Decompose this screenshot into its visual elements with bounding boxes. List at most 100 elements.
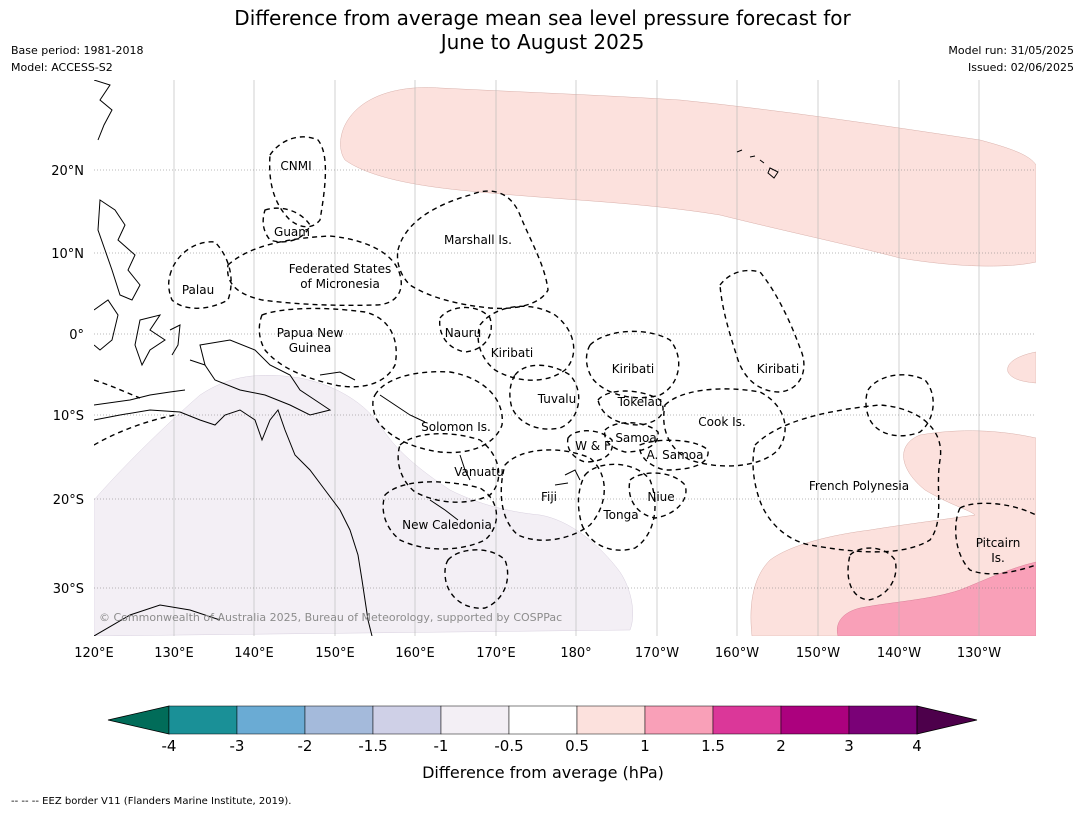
eez-tuvalu — [509, 364, 580, 430]
colorbar-tick-label: -2 — [298, 737, 313, 755]
issued-date: Issued: 02/06/2025 — [967, 61, 1074, 74]
eez-footnote: -- -- -- EEZ border V11 (Flanders Marine… — [11, 796, 292, 807]
lon-label: 150°W — [796, 646, 840, 661]
lon-label: 140°W — [877, 646, 921, 661]
coast-fiji — [554, 469, 581, 486]
coast-philippines — [97, 199, 141, 301]
eez-french-polynesia-austral — [847, 547, 897, 601]
colorbar-tick-label: -1 — [434, 737, 449, 755]
run-info: Model run: 31/05/2025 Issued: 02/06/2025 — [948, 42, 1074, 76]
copyright-notice: © Commonwealth of Australia 2025, Bureau… — [99, 611, 562, 624]
label-guam: Guam — [274, 225, 310, 239]
lat-label: 10°S — [53, 409, 84, 424]
label-cook-is: Cook Is. — [698, 415, 745, 429]
lon-label: 130°W — [957, 646, 1001, 661]
eez-cook — [663, 388, 786, 467]
colorbar-bin — [236, 705, 306, 735]
eez-tonga — [577, 463, 656, 551]
colorbar-bin — [576, 705, 646, 735]
lon-label: 140°E — [234, 646, 274, 661]
eez-french-polynesia — [752, 404, 942, 553]
figure-title-line1: Difference from average mean sea level p… — [234, 6, 851, 30]
colorbar-bin — [508, 705, 578, 735]
lon-label: 180° — [560, 646, 591, 661]
label-american-samoa: A. Samoa — [647, 448, 704, 462]
coast-lesser-sunda — [94, 389, 186, 406]
eez-marshall — [396, 190, 549, 310]
colorbar-tick-label: -4 — [162, 737, 177, 755]
colorbar-bin — [440, 705, 510, 735]
lat-label: 10°N — [51, 247, 84, 262]
colorbar-tick-label: -1.5 — [358, 737, 387, 755]
coast-solomons — [379, 394, 426, 423]
label-kiribati-gilbert: Kiribati — [491, 346, 533, 360]
colorbar-tick-label: 4 — [912, 737, 922, 755]
label-niue: Niue — [647, 490, 674, 504]
eez-kiribati-phoenix — [585, 330, 680, 399]
label-palau: Palau — [182, 283, 214, 297]
colorbar-bin — [372, 705, 442, 735]
eez-wallis-futuna — [566, 430, 614, 463]
coast-new-caledonia — [429, 499, 459, 521]
colorbar-bin — [168, 705, 238, 735]
label-wallis-futuna: W & F — [575, 439, 611, 453]
label-tonga: Tonga — [602, 508, 638, 522]
eez-cnmi — [268, 136, 327, 228]
strong-positive-anomaly — [837, 561, 1036, 636]
lat-label: 0° — [69, 328, 84, 343]
label-solomon-is: Solomon Is. — [421, 420, 491, 434]
colorbar-tick-label: 0.5 — [565, 737, 589, 755]
model-run-date: Model run: 31/05/2025 — [948, 44, 1074, 57]
eez-guam — [262, 207, 311, 243]
label-vanuatu: Vanuatu — [454, 465, 504, 479]
label-pitcairn-line1: Pitcairn — [976, 536, 1021, 550]
coast-new-britain — [319, 371, 356, 381]
colorbar-extend-low — [107, 705, 170, 735]
map-area — [94, 80, 1036, 636]
eez-new-caledonia — [382, 481, 498, 550]
label-new-caledonia: New Caledonia — [402, 518, 492, 532]
label-kiribati-phoenix: Kiribati — [612, 362, 654, 376]
positive-anomaly-south-east — [750, 430, 1036, 636]
lon-label: 170°W — [635, 646, 679, 661]
eez-samoa — [603, 422, 659, 453]
lat-label: 20°N — [51, 164, 84, 179]
eez-fsm — [226, 235, 402, 307]
figure-title: Difference from average mean sea level p… — [0, 6, 1085, 54]
colorbar-bin — [848, 705, 918, 735]
eez-west-edge — [94, 379, 176, 446]
coast-australia — [94, 408, 373, 636]
negative-anomaly-australia — [94, 375, 633, 636]
region-labels: CNMI Guam Marshall Is. Palau Federated S… — [182, 159, 1020, 565]
colorbar-bin — [304, 705, 374, 735]
lon-label: 160°E — [395, 646, 435, 661]
label-png-line1: Papua New — [277, 326, 344, 340]
eez-american-samoa — [639, 439, 709, 471]
coast-new-guinea — [199, 339, 332, 416]
colorbar: -4 -3 -2 -1.5 -1 -0.5 0.5 1 1.5 2 3 4 Di… — [107, 705, 978, 782]
latitude-labels: 20°N 10°N 0° 10°S 20°S 30°S — [51, 164, 84, 597]
eez-vanuatu — [397, 432, 500, 503]
label-pitcairn-line2: Is. — [991, 551, 1005, 565]
base-period: Base period: 1981-2018 — [11, 44, 144, 57]
label-tuvalu: Tuvalu — [537, 392, 577, 406]
colorbar-bin — [644, 705, 714, 735]
colorbar-tick-label: 2 — [776, 737, 786, 755]
lon-label: 170°E — [476, 646, 516, 661]
lon-label: 130°E — [154, 646, 194, 661]
eez-png — [258, 307, 397, 388]
positive-anomaly-north-pacific — [340, 87, 1036, 267]
label-tokelau: Tokelau — [617, 395, 663, 409]
colorbar-tick-label: 1 — [640, 737, 650, 755]
eez-borders — [94, 136, 1036, 609]
eez-norfolk — [444, 549, 509, 609]
colorbar-title: Difference from average (hPa) — [422, 763, 664, 782]
figure-title-line2: June to August 2025 — [440, 30, 645, 54]
label-png-line2: Guinea — [289, 341, 332, 355]
colorbar-tick-label: 3 — [844, 737, 854, 755]
colorbar-extend-high — [916, 705, 978, 735]
positive-anomaly-east-small — [1007, 351, 1036, 384]
coast-hawaii — [736, 149, 779, 179]
eez-nauru — [438, 306, 492, 353]
